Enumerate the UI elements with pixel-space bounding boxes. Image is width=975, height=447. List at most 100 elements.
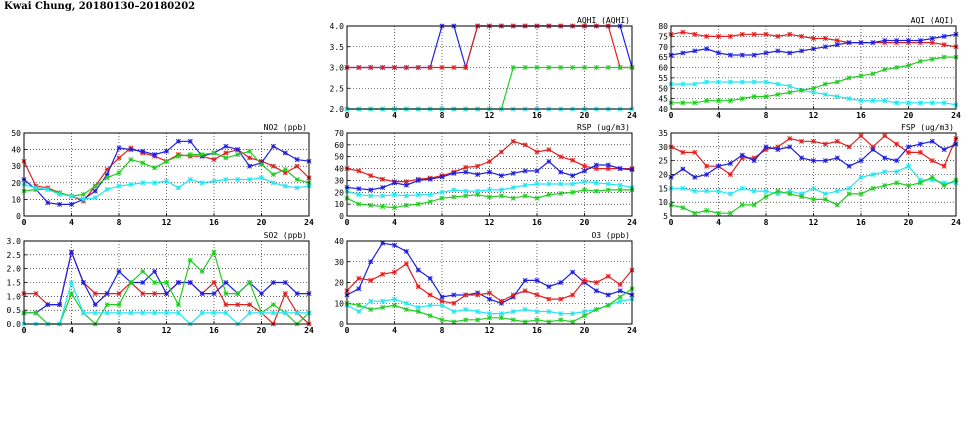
plot-frame: [670, 132, 957, 217]
data-point: [403, 300, 409, 306]
data-point: [80, 191, 86, 197]
data-point: [68, 279, 75, 286]
data-point: [223, 302, 229, 308]
data-point: [692, 210, 698, 216]
data-point: [270, 163, 276, 169]
data-point: [763, 79, 769, 85]
data-point: [692, 100, 698, 106]
data-point: [558, 169, 564, 175]
x-tick-label: 20: [904, 218, 914, 227]
data-point: [116, 155, 122, 161]
data-point: [140, 180, 146, 186]
data-point: [258, 162, 265, 168]
data-point: [33, 185, 39, 191]
data-point: [247, 163, 253, 169]
data-point: [605, 181, 611, 187]
y-tick-label: 60: [334, 141, 344, 150]
data-point: [57, 201, 63, 207]
data-point: [270, 279, 276, 286]
data-point: [763, 147, 769, 153]
data-point: [822, 191, 828, 197]
data-point: [894, 38, 900, 44]
data-point: [258, 310, 265, 316]
data-point: [680, 166, 686, 172]
data-point: [727, 33, 733, 39]
data-point: [605, 166, 611, 172]
data-point: [522, 168, 528, 174]
data-point: [475, 192, 481, 198]
data-point: [80, 196, 86, 202]
data-point: [787, 89, 793, 95]
y-tick-label: 1.0: [7, 292, 22, 301]
data-point: [211, 291, 217, 297]
x-tick-label: 8: [764, 218, 769, 227]
data-point: [834, 94, 840, 100]
data-point: [763, 94, 769, 100]
data-point: [451, 292, 457, 298]
data-point: [692, 174, 698, 180]
data-point: [763, 194, 769, 200]
data-point: [258, 291, 265, 297]
y-tick-label: 65: [658, 53, 668, 62]
data-point: [451, 170, 457, 176]
data-point: [104, 171, 110, 178]
data-point: [104, 302, 110, 308]
data-point: [570, 319, 576, 325]
data-point: [680, 149, 686, 155]
data-point: [680, 205, 686, 211]
data-point: [882, 155, 888, 161]
data-point: [715, 50, 722, 56]
data-point: [463, 292, 469, 298]
series-line-2: [23, 150, 310, 197]
data-point: [380, 193, 386, 199]
data-point: [522, 182, 528, 188]
data-point: [223, 150, 229, 156]
data-point: [451, 194, 457, 200]
data-point: [846, 144, 852, 150]
data-point: [463, 193, 469, 199]
y-tick-label: 2.0: [330, 105, 345, 114]
data-point: [558, 311, 564, 317]
y-tick-label: 10: [334, 200, 344, 209]
data-point: [917, 38, 923, 44]
y-tick-label: 0.0: [7, 320, 22, 329]
y-tick-label: 25: [658, 157, 668, 166]
data-point: [739, 185, 745, 191]
y-tick-label: 20: [334, 188, 344, 197]
data-point: [475, 171, 481, 178]
data-point: [270, 310, 276, 316]
data-point: [80, 279, 86, 286]
data-point: [258, 175, 265, 181]
data-point: [570, 181, 576, 187]
data-point: [905, 144, 912, 150]
data-point: [680, 100, 686, 106]
x-tick-label: 20: [257, 218, 267, 227]
data-point: [128, 181, 134, 187]
chart-title: AQI (AQI): [911, 16, 954, 25]
x-tick-label: 12: [485, 326, 495, 335]
data-point: [175, 153, 181, 159]
data-point: [80, 310, 86, 316]
y-tick-label: 10: [334, 299, 344, 308]
data-point: [152, 279, 158, 286]
data-point: [211, 310, 217, 316]
y-tick-label: 2.5: [7, 251, 22, 260]
x-tick-label: 24: [627, 111, 637, 120]
y-tick-label: 80: [658, 22, 668, 31]
data-point: [617, 282, 623, 288]
data-point: [581, 277, 588, 283]
y-tick-label: 50: [658, 84, 668, 93]
data-point: [727, 52, 733, 58]
data-point: [715, 98, 722, 104]
data-point: [140, 279, 146, 286]
data-point: [704, 98, 710, 104]
data-point: [92, 291, 98, 297]
data-point: [799, 191, 805, 197]
data-point: [870, 71, 876, 77]
x-tick-label: 0: [345, 326, 350, 335]
plot-frame: [346, 25, 633, 110]
data-point: [894, 169, 900, 175]
data-point: [870, 185, 876, 191]
data-point: [799, 87, 805, 93]
data-point: [522, 277, 528, 283]
